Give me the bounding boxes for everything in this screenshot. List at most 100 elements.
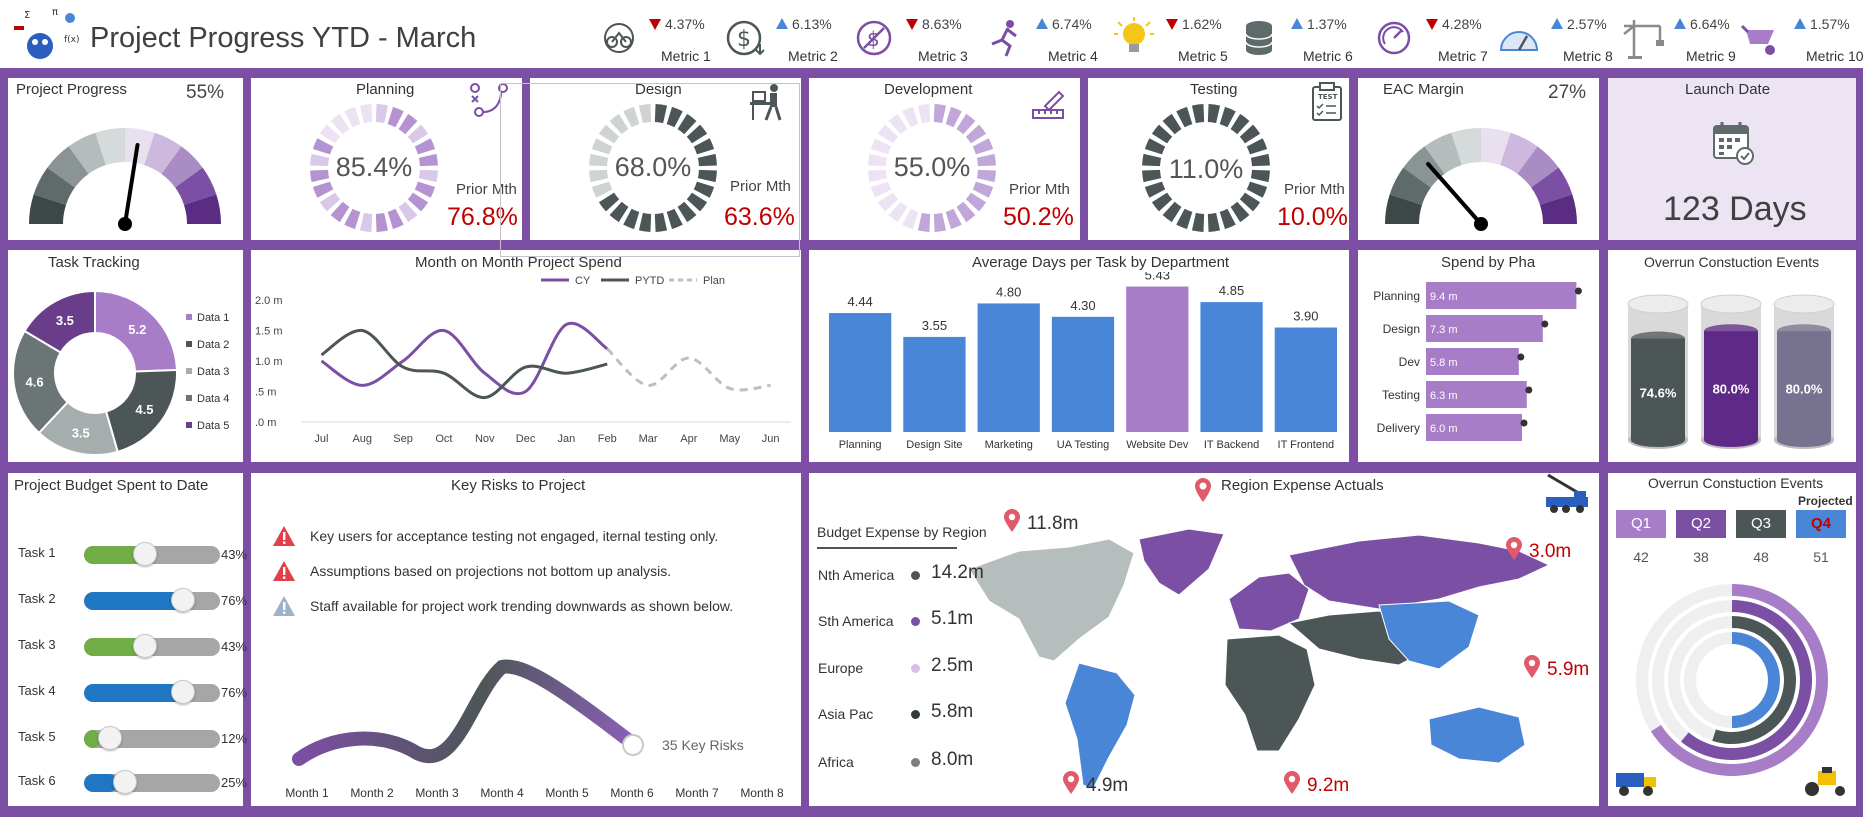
speedometer-icon xyxy=(1497,16,1547,62)
launch-date-panel: Launch Date 123 Days xyxy=(1608,78,1856,240)
x-tick-label: Month 6 xyxy=(610,786,654,800)
progress-gauge xyxy=(29,128,221,231)
metric-change: 4.28% xyxy=(1426,16,1482,32)
slider-fill xyxy=(84,774,118,792)
gauge-icon xyxy=(1372,16,1422,62)
quarter-tab[interactable]: Q4 xyxy=(1796,510,1846,538)
task-slider-row: Task 3 43% xyxy=(18,630,248,660)
metric-item[interactable]: $8.63% Metric 3 xyxy=(852,8,987,66)
cylinder-fill xyxy=(1631,338,1685,440)
donut-segment xyxy=(933,212,947,232)
donut-segment xyxy=(945,106,962,128)
donut-segment xyxy=(1239,124,1261,144)
region-row: Europe 2.5m xyxy=(818,655,988,681)
donut-segment xyxy=(589,153,609,167)
x-tick-label: Month 1 xyxy=(285,786,329,800)
slider-handle[interactable] xyxy=(170,588,195,612)
gauge-segment xyxy=(1451,128,1481,166)
page-title: Project Progress YTD - March xyxy=(90,22,477,54)
map-pin[interactable]: 3.0m xyxy=(1505,537,1571,563)
risk-trend-chart: Month 1 Month 2 Month 3 Month 4 Month 5 Month… xyxy=(285,659,784,800)
category-label: Design Site xyxy=(906,439,962,451)
design-value: 68.0% xyxy=(614,152,692,182)
donut-segment xyxy=(418,169,438,183)
quarter-tab[interactable]: Q3 xyxy=(1736,510,1786,538)
slider-handle[interactable] xyxy=(97,726,122,750)
donut-segment xyxy=(877,124,899,144)
logo-icon: Σ π f(x) xyxy=(12,6,82,62)
legend-item: Data 1 xyxy=(186,312,229,324)
dump-truck-icon xyxy=(1614,765,1660,804)
slider-handle[interactable] xyxy=(170,680,195,704)
metric-item[interactable]: 2.57% Metric 8 xyxy=(1497,8,1632,66)
donut-segment xyxy=(1144,181,1166,198)
planning-donut xyxy=(310,104,438,232)
map-pin[interactable]: 9.2m xyxy=(1283,771,1349,797)
legend-swatch xyxy=(186,395,192,401)
metric-item[interactable]: 1.37% Metric 6 xyxy=(1237,8,1372,66)
metric-item[interactable]: $6.13% Metric 2 xyxy=(722,8,857,66)
donut-segment xyxy=(407,192,429,212)
metric-label: Metric 4 xyxy=(1048,48,1098,64)
donut-segment xyxy=(1151,124,1173,144)
task-percent: 76% xyxy=(221,593,248,608)
donut-segment xyxy=(902,208,919,230)
legend-label: Data 2 xyxy=(197,339,230,351)
divider xyxy=(817,547,957,549)
cylinder-fill-base xyxy=(1704,433,1758,447)
metric-item[interactable]: 6.64% Metric 9 xyxy=(1620,8,1755,66)
category-label: Design xyxy=(1383,322,1420,336)
donut-segment xyxy=(1142,153,1162,167)
map-pin[interactable]: 5.9m xyxy=(1523,655,1589,681)
metric-item[interactable]: 1.57% Metric 10 xyxy=(1740,8,1863,66)
gauge-segment xyxy=(1517,146,1559,188)
map-pin[interactable]: 4.9m xyxy=(1062,771,1128,797)
gauge-needle xyxy=(123,142,140,226)
panel-title: Project Progress xyxy=(16,81,127,98)
prior-month-value: 63.6% xyxy=(724,203,795,231)
donut-segment xyxy=(1162,113,1182,135)
task-name: Task 6 xyxy=(18,773,56,788)
pin-icon xyxy=(1505,537,1529,561)
metric-item[interactable]: 6.74% Metric 4 xyxy=(982,8,1117,66)
slider-handle[interactable] xyxy=(133,542,158,566)
gauge-segment xyxy=(175,167,217,205)
metric-label: Metric 2 xyxy=(788,48,838,64)
donut-segment xyxy=(917,104,931,124)
series-line-pytd xyxy=(320,328,608,400)
risk-text: Assumptions based on projections not bot… xyxy=(310,563,672,579)
map-pin[interactable]: 11.8m xyxy=(1003,509,1078,535)
donut-segment xyxy=(1142,169,1162,183)
legend-swatch xyxy=(186,314,192,320)
donut-segment xyxy=(697,153,717,167)
gauge-segment xyxy=(1403,146,1445,188)
planning-value: 85.4% xyxy=(335,152,413,182)
spend-by-phase-chart: Planning 9.4 m Design 7.3 m Dev 5.8 m Testing 6… xyxy=(1373,282,1582,441)
bar xyxy=(1051,316,1115,432)
task-percent: 43% xyxy=(221,547,248,562)
bar-value-label: 9.4 m xyxy=(1430,291,1458,303)
down-arrow-icon xyxy=(1426,19,1438,30)
donut-segment xyxy=(310,153,330,167)
pin-icon xyxy=(1193,477,1213,508)
up-arrow-icon xyxy=(776,18,788,29)
metric-change: 8.63% xyxy=(906,16,962,32)
metric-item[interactable]: 4.28% Metric 7 xyxy=(1372,8,1507,66)
slider-handle[interactable] xyxy=(112,770,137,794)
category-label: Planning xyxy=(839,439,882,451)
x-tick-label: Aug xyxy=(352,433,372,445)
donut-segment xyxy=(359,212,373,232)
target-marker xyxy=(1525,386,1533,394)
quarter-tab[interactable]: Q2 xyxy=(1676,510,1726,538)
metric-item[interactable]: 4.37% Metric 1 xyxy=(595,8,730,66)
gauge-segment xyxy=(95,128,125,166)
slider-handle[interactable] xyxy=(133,634,158,658)
bar-value-label: 4.80 xyxy=(996,284,1021,299)
region-value: 8.0m xyxy=(931,749,974,770)
donut-segment xyxy=(1250,169,1270,183)
gauge-segment xyxy=(1481,128,1511,166)
quarter-tab[interactable]: Q1 xyxy=(1616,510,1666,538)
metric-item[interactable]: 1.62% Metric 5 xyxy=(1112,8,1247,66)
donut-segment xyxy=(589,169,609,183)
donut-segment xyxy=(677,201,697,223)
